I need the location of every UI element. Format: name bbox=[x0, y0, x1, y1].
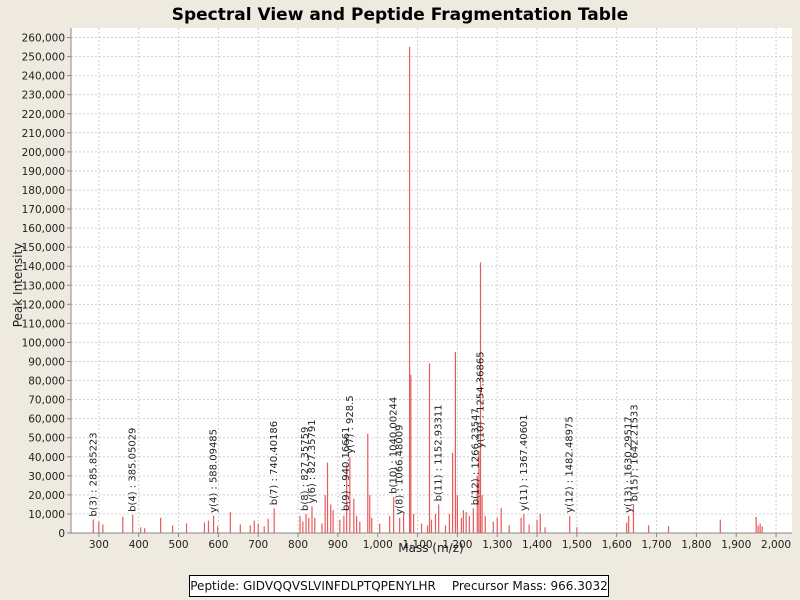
fragment-annotation: y(8) : 1066.48009 bbox=[395, 425, 406, 515]
y-tick-label: 250,000 bbox=[22, 52, 65, 64]
y-tick-label: 120,000 bbox=[22, 299, 65, 311]
y-tick-label: 100,000 bbox=[22, 337, 65, 349]
x-tick-label: 900 bbox=[328, 539, 348, 551]
y-tick-label: 140,000 bbox=[22, 261, 65, 273]
fragment-annotation: y(7) : 928.5 bbox=[345, 395, 356, 453]
x-tick-label: 500 bbox=[169, 539, 189, 551]
x-tick-label: 700 bbox=[248, 539, 268, 551]
x-tick-label: 1,700 bbox=[642, 539, 672, 551]
fragment-annotation: b(4) : 385.05029 bbox=[128, 428, 139, 512]
x-tick-label: 400 bbox=[129, 539, 149, 551]
fragment-annotation: b(3) : 285.85223 bbox=[88, 432, 99, 516]
y-tick-label: 260,000 bbox=[22, 33, 65, 45]
peptide-sequence: Peptide: GIDVQQVSLVINFDLPTQPENYLHR bbox=[190, 579, 436, 593]
fragment-annotation: y(13) : 1630.29517 bbox=[624, 416, 635, 513]
y-tick-label: 150,000 bbox=[22, 242, 65, 254]
y-tick-label: 190,000 bbox=[22, 166, 65, 178]
y-tick-label: 60,000 bbox=[28, 414, 65, 426]
x-tick-label: 1,200 bbox=[442, 539, 472, 551]
y-tick-label: 0 bbox=[58, 528, 65, 540]
y-tick-label: 180,000 bbox=[22, 185, 65, 197]
y-tick-label: 220,000 bbox=[22, 109, 65, 121]
x-tick-label: 1,900 bbox=[721, 539, 751, 551]
y-tick-label: 70,000 bbox=[28, 395, 65, 407]
fragment-annotation: y(6) : 827.35791 bbox=[307, 419, 318, 503]
y-tick-label: 40,000 bbox=[28, 452, 65, 464]
y-tick-label: 160,000 bbox=[22, 223, 65, 235]
y-axis: 0 10,000 20,000 30,000 40,000 50,000 60,000 70,… bbox=[22, 33, 71, 540]
precursor-mass: Precursor Mass: 966.3032 bbox=[451, 579, 608, 593]
x-axis-label: Mass (m/z) bbox=[398, 541, 463, 555]
y-tick-label: 170,000 bbox=[22, 204, 65, 216]
chart-title: Spectral View and Peptide Fragmentation … bbox=[172, 5, 629, 25]
x-axis: 300 400 500 600 700 800 900 1,000 1,100 1,200 1,30… bbox=[89, 533, 791, 551]
fragment-annotation: b(15) : 1642.21533 bbox=[630, 404, 641, 501]
y-tick-label: 200,000 bbox=[22, 147, 65, 159]
fragment-annotation: b(8) : 827.35759 bbox=[300, 427, 311, 511]
fragment-annotation: y(12) : 1482.48975 bbox=[565, 416, 576, 513]
x-tick-label: 1,600 bbox=[602, 539, 632, 551]
x-tick-label: 600 bbox=[208, 539, 228, 551]
y-tick-label: 210,000 bbox=[22, 128, 65, 140]
x-tick-label: 2,000 bbox=[761, 539, 791, 551]
y-tick-label: 230,000 bbox=[22, 90, 65, 102]
fragment-annotation: b(7) : 740.40186 bbox=[269, 421, 280, 505]
x-tick-label: 800 bbox=[288, 539, 308, 551]
y-tick-label: 90,000 bbox=[28, 356, 65, 368]
fragment-annotations: b(3) : 285.85223 b(4) : 385.05029 y(4) : 5… bbox=[88, 351, 640, 516]
grid-lines bbox=[71, 28, 792, 533]
peak-bars bbox=[92, 47, 763, 533]
x-tick-label: 1,400 bbox=[522, 539, 552, 551]
y-tick-label: 130,000 bbox=[22, 280, 65, 292]
y-axis-label: Peak Intensity bbox=[11, 243, 25, 328]
x-tick-label: 1,300 bbox=[482, 539, 512, 551]
x-tick-label: 1,000 bbox=[363, 539, 393, 551]
fragment-annotation: y(4) : 588.09485 bbox=[209, 429, 220, 513]
x-tick-label: 1,100 bbox=[403, 539, 433, 551]
peptide-info-box: Peptide: GIDVQQVSLVINFDLPTQPENYLHR Precu… bbox=[189, 575, 609, 597]
y-tick-label: 20,000 bbox=[28, 490, 65, 502]
fragment-annotation: y(10) : 1254.36865 bbox=[475, 351, 486, 448]
y-tick-label: 80,000 bbox=[28, 376, 65, 388]
x-tick-label: 1,500 bbox=[562, 539, 592, 551]
fragment-annotation: b(10) : 1040.00244 bbox=[389, 397, 400, 494]
fragment-annotation: b(11) : 1152.93311 bbox=[434, 404, 445, 501]
y-tick-label: 10,000 bbox=[28, 509, 65, 521]
fragment-annotation: y(11) : 1367.40601 bbox=[519, 414, 530, 511]
spectrum-chart: Spectral View and Peptide Fragmentation … bbox=[11, 5, 792, 555]
y-tick-label: 50,000 bbox=[28, 433, 65, 445]
x-tick-label: 1,800 bbox=[681, 539, 711, 551]
y-tick-label: 110,000 bbox=[22, 318, 65, 330]
x-tick-label: 300 bbox=[89, 539, 109, 551]
plot-area bbox=[71, 28, 792, 533]
fragment-annotation: b(12) : 1266.23547 bbox=[470, 408, 481, 505]
fragment-annotation: b(9) : 940.16661 bbox=[341, 427, 352, 511]
y-tick-label: 30,000 bbox=[28, 471, 65, 483]
y-tick-label: 240,000 bbox=[22, 71, 65, 83]
